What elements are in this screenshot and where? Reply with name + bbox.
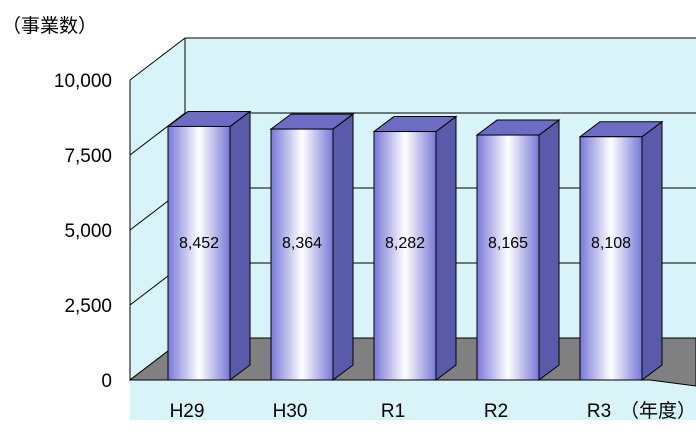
x-tick-label: H29	[170, 401, 205, 422]
y-tick-label: 0	[101, 371, 112, 392]
bar-front	[167, 125, 231, 381]
y-tick-label: 2,500	[64, 296, 112, 317]
bar-side	[435, 115, 457, 381]
bar-side	[229, 110, 251, 381]
bars	[166, 110, 664, 381]
bar-front	[270, 128, 334, 381]
data-label: 8,364	[282, 235, 322, 252]
bar	[372, 115, 458, 381]
x-tick-label: R1	[381, 401, 405, 422]
y-unit-label: （事業数）	[2, 15, 97, 37]
data-label: 8,282	[385, 235, 425, 252]
bar-front	[476, 134, 540, 381]
bar-side	[538, 119, 560, 381]
y-tick-label: 7,500	[64, 146, 112, 167]
x-tick-label: H30	[273, 401, 308, 422]
data-label: 8,108	[591, 235, 631, 252]
bar-side	[641, 120, 663, 381]
bar	[578, 120, 664, 381]
x-tick-label: R2	[484, 401, 508, 422]
bar-front	[373, 131, 437, 381]
y-tick-label: 10,000	[54, 71, 112, 92]
y-tick-label: 5,000	[64, 221, 112, 242]
gridline-diagonal	[129, 37, 186, 81]
labels: 0 2,500 5,000 7,500 10,000 8,452 H29 8,364 H30 8,…	[54, 71, 631, 422]
bar-side	[332, 113, 354, 381]
x-unit-label: （年度）	[620, 400, 696, 422]
bar	[166, 110, 252, 381]
bar	[475, 119, 561, 381]
data-label: 8,165	[488, 235, 528, 252]
bar	[269, 113, 355, 381]
bar-front	[579, 136, 643, 381]
data-label: 8,452	[179, 235, 219, 252]
x-tick-label: R3	[587, 401, 611, 422]
